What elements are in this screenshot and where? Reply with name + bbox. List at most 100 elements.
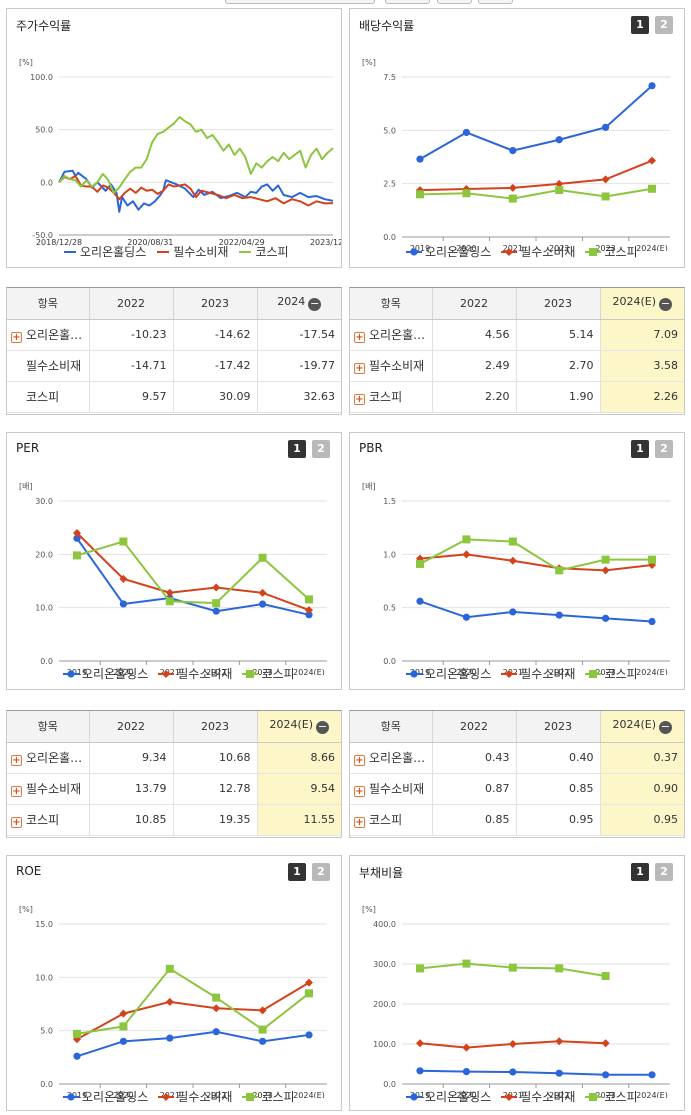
chart-legend: 오리온홀딩스 필수소비재 코스피 <box>406 1088 638 1105</box>
x-tick-label: 2024(E) <box>293 1091 325 1098</box>
expand-row-icon[interactable]: + <box>11 786 22 797</box>
table-row: + 필수소비재 2.49 2.70 3.58 <box>350 350 684 382</box>
pager-page-1-button[interactable]: 1 <box>631 440 649 458</box>
table-row: + 코스피 2.20 1.90 2.26 <box>350 381 684 413</box>
data-point <box>601 972 610 980</box>
data-point <box>305 1031 313 1039</box>
value-cell: 2.26 <box>600 381 684 413</box>
column-header: 2023 <box>516 288 601 320</box>
x-tick-label: 2020 <box>456 1091 476 1098</box>
legend-marker <box>246 669 255 678</box>
data-point <box>73 1035 81 1044</box>
x-tick-label: 2023 <box>595 1091 615 1098</box>
legend-item: 필수소비재 <box>501 243 575 260</box>
expand-row-icon[interactable]: + <box>354 394 365 405</box>
x-tick-label: 2022 <box>549 1091 569 1098</box>
x-tick-label: 2024(E) <box>293 668 325 675</box>
top-dropdown[interactable] <box>225 0 375 4</box>
y-unit-label: [%] <box>19 58 33 67</box>
collapse-column-icon[interactable]: − <box>659 297 673 312</box>
pager-page-2-button[interactable]: 2 <box>655 16 673 34</box>
data-point <box>602 614 610 622</box>
expand-row-icon[interactable]: + <box>354 332 365 343</box>
expand-row-icon[interactable]: + <box>11 817 22 828</box>
legend-marker-icon <box>406 247 422 256</box>
top-button-1[interactable] <box>385 0 430 4</box>
dividend-yield-table: 항목 2022 2023 2024(E) − + 오리온홀… 4.56 5.14 7.09 + 필수소… <box>349 287 685 415</box>
column-header-label: 항목 <box>380 720 401 734</box>
chart-legend: 오리온홀딩스 필수소비재 코스피 <box>406 665 638 682</box>
column-header-label: 2024 <box>277 295 306 309</box>
data-point <box>258 553 267 562</box>
y-unit-label: [%] <box>362 58 376 67</box>
legend-marker <box>505 669 514 678</box>
row-name-cell: +코스피 <box>7 381 90 413</box>
top-button-2[interactable] <box>437 0 472 4</box>
series-line <box>76 540 310 605</box>
data-point <box>509 147 517 155</box>
expand-row-icon[interactable]: + <box>354 786 365 797</box>
series-line <box>58 175 334 207</box>
collapse-column-icon[interactable]: − <box>659 720 673 735</box>
value-cell: 0.43 <box>432 742 517 774</box>
pager-page-2-button[interactable]: 2 <box>655 440 673 458</box>
series-line <box>58 116 334 194</box>
data-point <box>305 978 313 987</box>
expand-row-icon[interactable]: + <box>354 817 365 828</box>
data-point <box>119 1037 127 1045</box>
column-header: 2024(E) − <box>600 288 684 320</box>
legend-item-kospi: 코스피 <box>238 243 289 260</box>
value-cell: 9.34 <box>89 742 174 774</box>
legend-item: 오리온홀딩스 <box>406 1088 491 1105</box>
x-tick-label: 2023 <box>252 1091 272 1098</box>
expand-row-icon[interactable]: + <box>11 332 22 343</box>
data-point <box>119 1009 128 1018</box>
top-button-3[interactable] <box>478 0 513 4</box>
legend-marker-icon <box>501 1092 518 1101</box>
legend-marker <box>67 669 75 678</box>
per-chart: [배]30.0 20.0 10.0 0.0 2019 2020 2021 2022 2023 20… <box>19 482 327 675</box>
legend-item: 오리온홀딩스 <box>63 665 148 682</box>
y-tick-label: 20.0 <box>35 550 53 559</box>
chart-pager: 1 2 <box>631 16 673 34</box>
data-point <box>602 1071 610 1079</box>
data-point <box>555 136 563 144</box>
expand-row-icon[interactable]: + <box>11 755 22 766</box>
data-point <box>648 555 656 564</box>
column-header: 2023 <box>173 711 258 743</box>
expand-row-icon[interactable]: + <box>354 363 365 374</box>
data-point <box>258 1025 267 1034</box>
collapse-column-icon[interactable]: − <box>308 297 322 312</box>
data-point <box>73 1052 81 1060</box>
collapse-column-icon[interactable]: − <box>316 720 330 735</box>
value-cell: -14.71 <box>89 350 174 382</box>
pager-page-2-button[interactable]: 2 <box>312 863 330 881</box>
pager-page-1-button[interactable]: 1 <box>631 863 649 881</box>
expand-row-icon[interactable]: + <box>354 755 365 766</box>
pager-page-1-button[interactable]: 1 <box>288 440 306 458</box>
pager-page-1-button[interactable]: 1 <box>631 16 649 34</box>
pager-page-2-button[interactable]: 2 <box>312 440 330 458</box>
row-name: 오리온홀… <box>26 751 83 765</box>
x-tick-label: 2024(E) <box>636 668 668 675</box>
row-name: 코스피 <box>26 813 60 827</box>
data-point <box>212 1028 220 1036</box>
pager-page-1-button[interactable]: 1 <box>288 863 306 881</box>
chart-pager: 1 2 <box>631 863 673 881</box>
value-cell: 10.85 <box>89 804 174 836</box>
row-name-cell: +필수소비재 <box>7 350 90 382</box>
y-tick-label: 7.5 <box>383 73 396 82</box>
value-cell: -14.62 <box>173 319 258 351</box>
pager-page-2-button[interactable]: 2 <box>655 863 673 881</box>
data-point <box>555 1037 564 1046</box>
x-tick-label: 2019 <box>410 668 430 675</box>
legend-line-icon <box>157 250 170 253</box>
chart-legend: 오리온홀딩스 필수소비재 코스피 <box>63 243 289 260</box>
column-header: 2023 <box>516 711 601 743</box>
panel-title: PER <box>16 441 40 455</box>
value-cell: 0.37 <box>600 742 684 774</box>
data-point <box>73 551 81 560</box>
legend-marker-icon <box>158 669 175 678</box>
legend-marker-icon <box>585 1092 602 1101</box>
table-row: +필수소비재-14.71-17.42-19.77 <box>7 350 341 382</box>
